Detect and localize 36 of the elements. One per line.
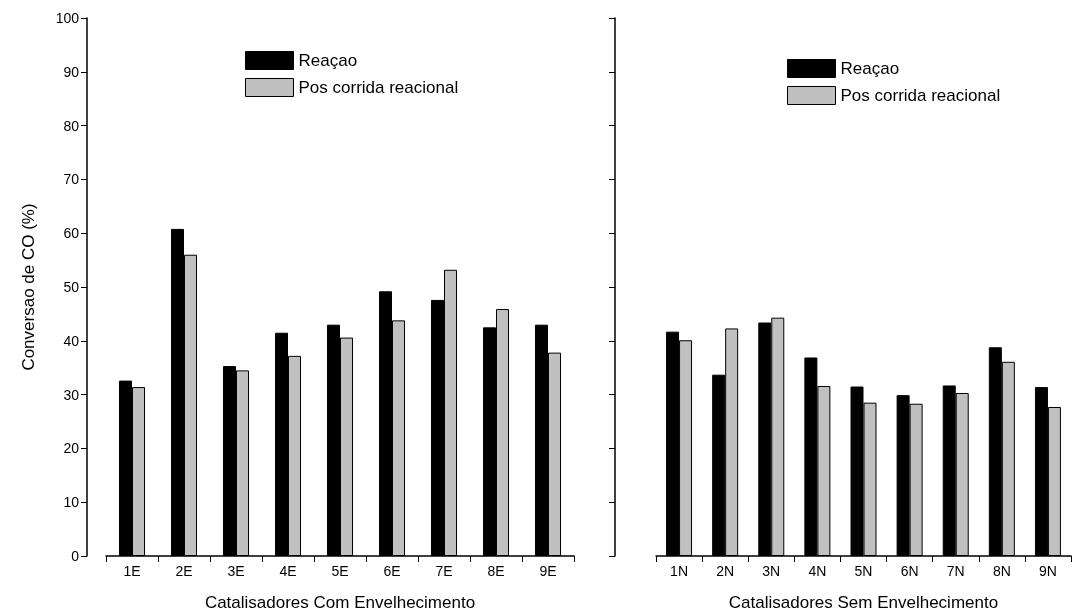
y-tick-label: 70 <box>63 171 80 188</box>
x-tick-label: 9N <box>1038 563 1057 579</box>
x-tick-label: 2N <box>716 563 735 579</box>
x-axis-title: Catalisadores Com Envelhecimento <box>204 593 476 612</box>
x-tick-label: 1N <box>670 563 689 579</box>
x-tick-label: 4N <box>808 563 827 579</box>
legend-label: Pos corrida reacional <box>840 86 1001 105</box>
y-tick-label: 10 <box>63 494 80 511</box>
y-axis-title: Conversao de CO (%) <box>19 203 38 371</box>
x-tick-label: 7N <box>946 563 965 579</box>
x-axis-title: Catalisadores Sem Envelhecimento <box>728 593 999 612</box>
x-tick-label: 6E <box>383 563 401 579</box>
legend-label: Reaçao <box>840 59 900 78</box>
x-tick-label: 4E <box>279 563 297 579</box>
x-tick-label: 8N <box>992 563 1011 579</box>
x-tick-label: 8E <box>487 563 505 579</box>
x-tick-label: 9E <box>539 563 557 579</box>
y-tick-label: 100 <box>55 10 80 26</box>
x-tick-label: 5E <box>331 563 349 579</box>
y-tick-label: 90 <box>63 63 80 80</box>
legend-label: Pos corrida reacional <box>298 78 459 97</box>
y-tick-label: 20 <box>63 440 80 457</box>
x-tick-label: 3N <box>762 563 781 579</box>
x-tick-label: 7E <box>435 563 453 579</box>
x-tick-label: 3E <box>227 563 245 579</box>
y-tick-label: 50 <box>63 279 80 295</box>
x-tick-label: 5N <box>854 563 873 579</box>
y-tick-label: 30 <box>63 386 80 403</box>
y-tick-label: 60 <box>63 225 80 242</box>
x-tick-label: 2E <box>175 563 193 579</box>
x-tick-label: 6N <box>900 563 919 579</box>
legend-label: Reaçao <box>298 51 358 70</box>
y-tick-label: 40 <box>63 332 80 349</box>
y-tick-label: 80 <box>63 117 80 134</box>
y-tick-label: 0 <box>71 548 80 564</box>
x-tick-label: 1E <box>123 563 141 579</box>
